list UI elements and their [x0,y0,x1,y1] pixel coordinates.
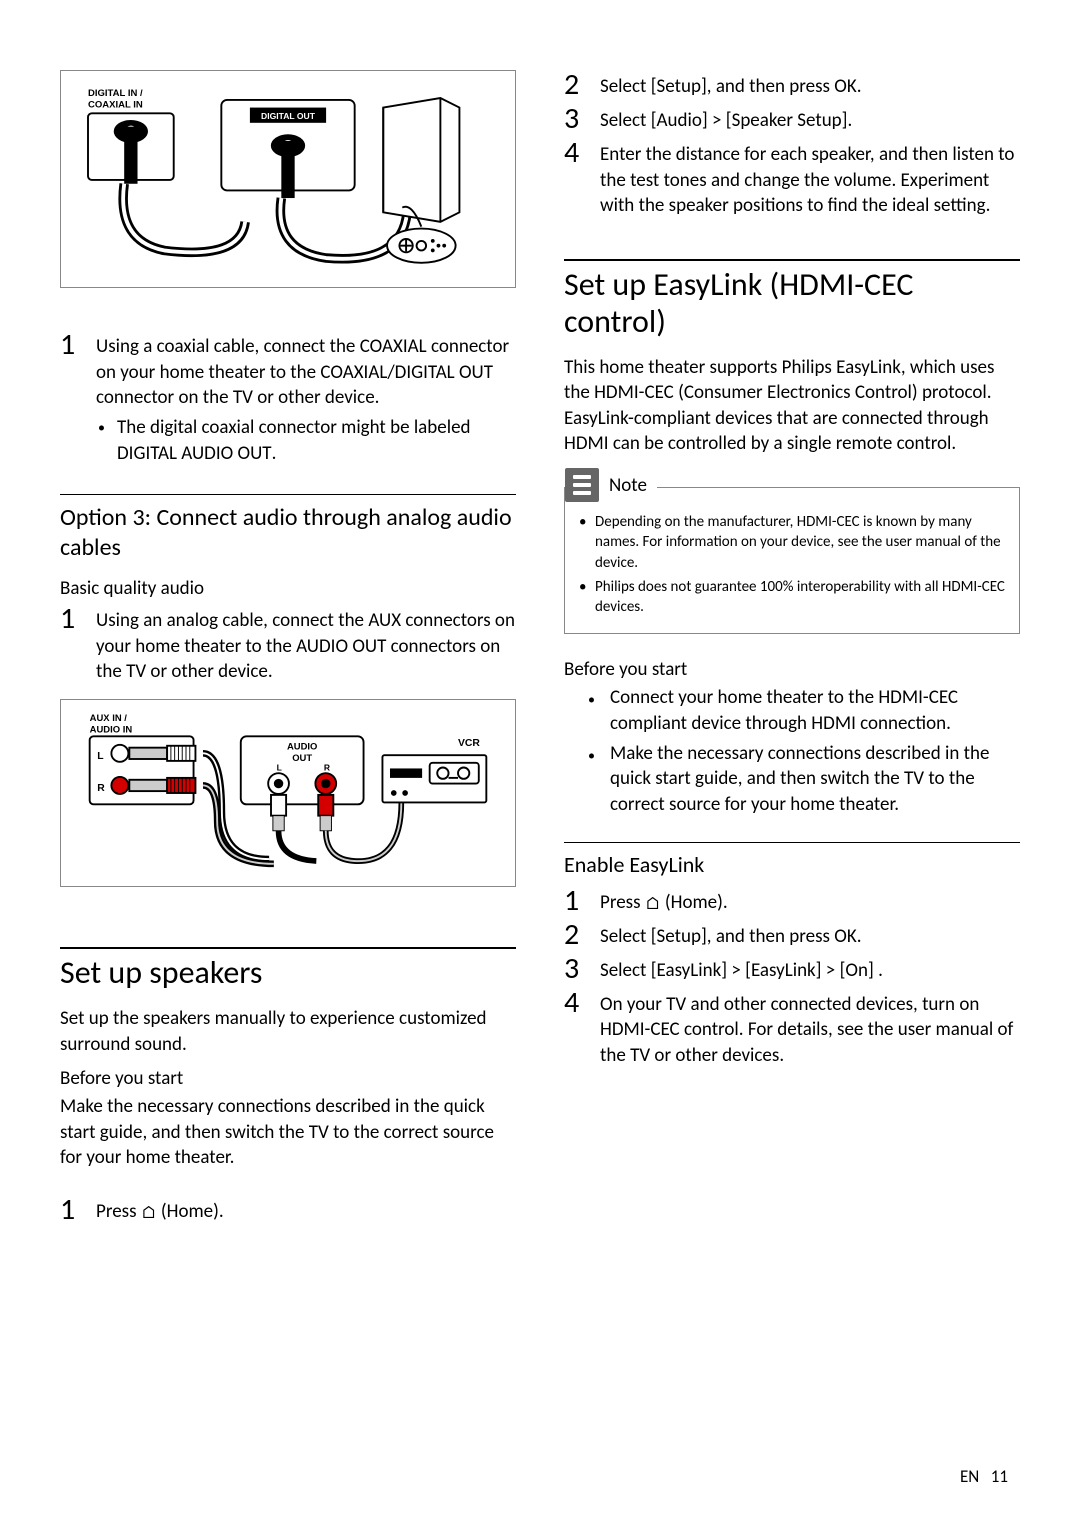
note-icon [565,468,599,502]
svg-text:OUT: OUT [292,753,312,764]
note-title: Note [609,474,647,497]
svg-text:COAXIAL IN: COAXIAL IN [88,100,143,111]
footer-lang: EN [960,1466,979,1487]
svg-text:DIGITAL OUT: DIGITAL OUT [261,111,316,121]
enable-step-3: 3 Select [EasyLink] > [EasyLink] > [On] … [564,954,1020,984]
basic-quality-heading: Basic quality audio [60,577,516,600]
svg-text:R: R [324,762,330,772]
note-bullet-2: •Philips does not guarantee 100% interop… [579,577,1005,618]
note-bullet-1: •Depending on the manufacturer, HDMI-CEC… [579,512,1005,573]
svg-text:AUX IN /: AUX IN / [90,713,128,724]
option-3-heading: Option 3: Connect audio through analog a… [60,503,516,563]
easylink-intro: This home theater supports Philips EasyL… [564,355,1020,458]
before-you-start-heading: Before you start [60,1067,516,1090]
digital-step-1: 1 Using a coaxial cable, connect the COA… [60,330,516,411]
enable-step-4: 4 On your TV and other connected devices… [564,988,1020,1069]
page-footer: EN 11 [960,1466,1008,1487]
speakers-step-2: 2 Select [Setup], and then press OK. [564,70,1020,100]
svg-text:VCR: VCR [458,738,480,749]
easylink-heading: Set up EasyLink (HDMI-CEC control) [564,267,1020,341]
footer-page: 11 [991,1466,1008,1487]
section-divider [60,947,516,949]
diagram-aux-in: AUX IN / AUDIO IN L R [60,699,516,887]
speakers-step-4: 4 Enter the distance for each speaker, a… [564,138,1020,219]
enable-step-1: 1 Press ⌂ (Home). [564,886,1020,916]
svg-text:L: L [97,751,104,762]
easylink-before-heading: Before you start [564,658,1020,681]
divider [60,494,516,495]
easylink-before-b1: • Connect your home theater to the HDMI-… [588,685,1020,736]
before-you-start-text: Make the necessary connections described… [60,1094,516,1171]
speakers-step-1: 1 Press ⌂ (Home). [60,1195,516,1225]
home-icon: ⌂ [141,1200,157,1224]
section-divider [564,259,1020,261]
divider [564,842,1020,843]
svg-text:AUDIO IN: AUDIO IN [90,725,133,736]
home-icon: ⌂ [645,891,661,915]
set-up-speakers-heading: Set up speakers [60,955,516,992]
enable-easylink-heading: Enable EasyLink [564,851,1020,878]
diagram-digital-out: DIGITAL IN / COAXIAL IN DIGITAL OUT [60,70,516,288]
digital-step-1-bullet: • The digital coaxial connector might be… [98,415,516,466]
set-up-speakers-intro: Set up the speakers manually to experien… [60,1006,516,1057]
svg-text:L: L [277,762,282,772]
enable-step-2: 2 Select [Setup], and then press OK. [564,920,1020,950]
svg-text:DIGITAL IN /: DIGITAL IN / [88,88,143,99]
svg-text:R: R [97,783,105,794]
easylink-before-b2: • Make the necessary connections describ… [588,741,1020,818]
svg-text:AUDIO: AUDIO [287,742,317,753]
note-box: Note •Depending on the manufacturer, HDM… [564,487,1020,634]
option3-step-1: 1 Using an analog cable, connect the AUX… [60,604,516,685]
digital-step-1-text: Using a coaxial cable, connect the COAXI… [96,330,516,411]
speakers-step-3: 3 Select [Audio] > [Speaker Setup]. [564,104,1020,134]
